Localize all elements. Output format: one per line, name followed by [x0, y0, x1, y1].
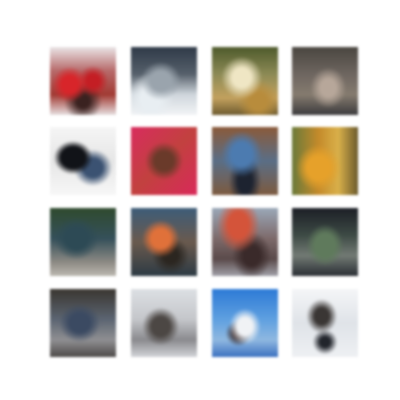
generated-image — [50, 127, 116, 195]
generated-image — [292, 47, 358, 115]
generated-image — [212, 289, 278, 357]
generated-image — [212, 127, 278, 195]
generated-image — [292, 127, 358, 195]
generated-image — [50, 208, 116, 276]
generated-image — [292, 289, 358, 357]
generated-image — [131, 289, 197, 357]
generated-image — [131, 208, 197, 276]
generated-image — [212, 208, 278, 276]
generated-image — [50, 289, 116, 357]
generated-image — [50, 47, 116, 115]
generated-image — [212, 47, 278, 115]
generated-image — [131, 127, 197, 195]
generated-image — [292, 208, 358, 276]
generated-image — [131, 47, 197, 115]
